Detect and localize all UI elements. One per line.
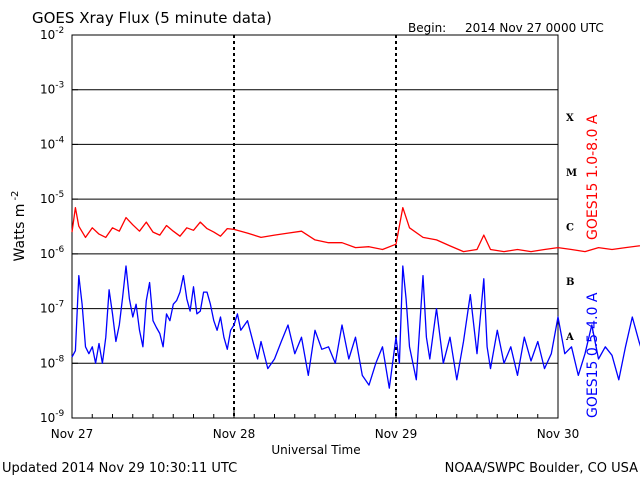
y-tick-labels: 10-2 10-3 10-4 10-5 10-6 10-7 10-8 10-9: [40, 26, 78, 425]
svg-text:Watts m-2: Watts m -2: [10, 191, 28, 262]
begin-value: 2014 Nov 27 0000 UTC: [465, 21, 604, 35]
flare-class-c: C: [566, 223, 574, 234]
source-credit: NOAA/SWPC Boulder, CO USA: [445, 461, 638, 476]
series-line-1: [71, 265, 640, 389]
y-axis-label-base: Watts m: [12, 204, 28, 262]
horizontal-gridlines: [72, 89, 558, 364]
flare-class-a: A: [565, 332, 574, 343]
flare-class-b: B: [566, 277, 574, 288]
flare-class-m: M: [566, 168, 577, 179]
day-separators: [233, 35, 397, 418]
chart-title: GOES Xray Flux (5 minute data): [32, 9, 272, 27]
y-tick-label: 10-4: [40, 135, 65, 151]
series-line-0: [71, 206, 640, 253]
legend-short-channel: GOES15 0.5-4.0 A: [585, 292, 601, 418]
legend-long-channel: GOES15 1.0-8.0 A: [585, 114, 601, 240]
plot-frame: [71, 34, 559, 419]
y-tick-label: 10-3: [40, 81, 64, 97]
y-tick-label: 10-8: [40, 354, 65, 370]
legend-long-label: GOES15 1.0-8.0 A: [585, 114, 601, 240]
x-axis-label: Universal Time: [271, 443, 360, 457]
updated-timestamp: Updated 2014 Nov 29 10:30:11 UTC: [2, 461, 237, 476]
series-layer: [71, 206, 640, 389]
x-tick-label: Nov 30: [537, 427, 580, 441]
y-tick-label: 10-6: [40, 245, 65, 261]
flare-class-x: X: [566, 113, 574, 124]
begin-label: Begin:: [408, 21, 446, 35]
x-tick-label: Nov 27: [51, 427, 94, 441]
legend-short-label: GOES15 0.5-4.0 A: [585, 292, 601, 418]
x-tick-labels: Nov 27 Nov 28 Nov 29 Nov 30: [51, 410, 580, 441]
y-axis-label-exp: -2: [10, 191, 21, 201]
y-tick-label: 10-7: [40, 300, 64, 316]
x-tick-label: Nov 29: [375, 427, 418, 441]
y-tick-label: 10-2: [40, 26, 64, 42]
y-tick-label: 10-9: [40, 409, 65, 425]
y-tick-label: 10-5: [40, 190, 64, 206]
x-tick-label: Nov 28: [213, 427, 256, 441]
y-axis-label: Watts m -2: [10, 191, 28, 262]
flare-class-labels: X M C B A: [565, 113, 577, 343]
